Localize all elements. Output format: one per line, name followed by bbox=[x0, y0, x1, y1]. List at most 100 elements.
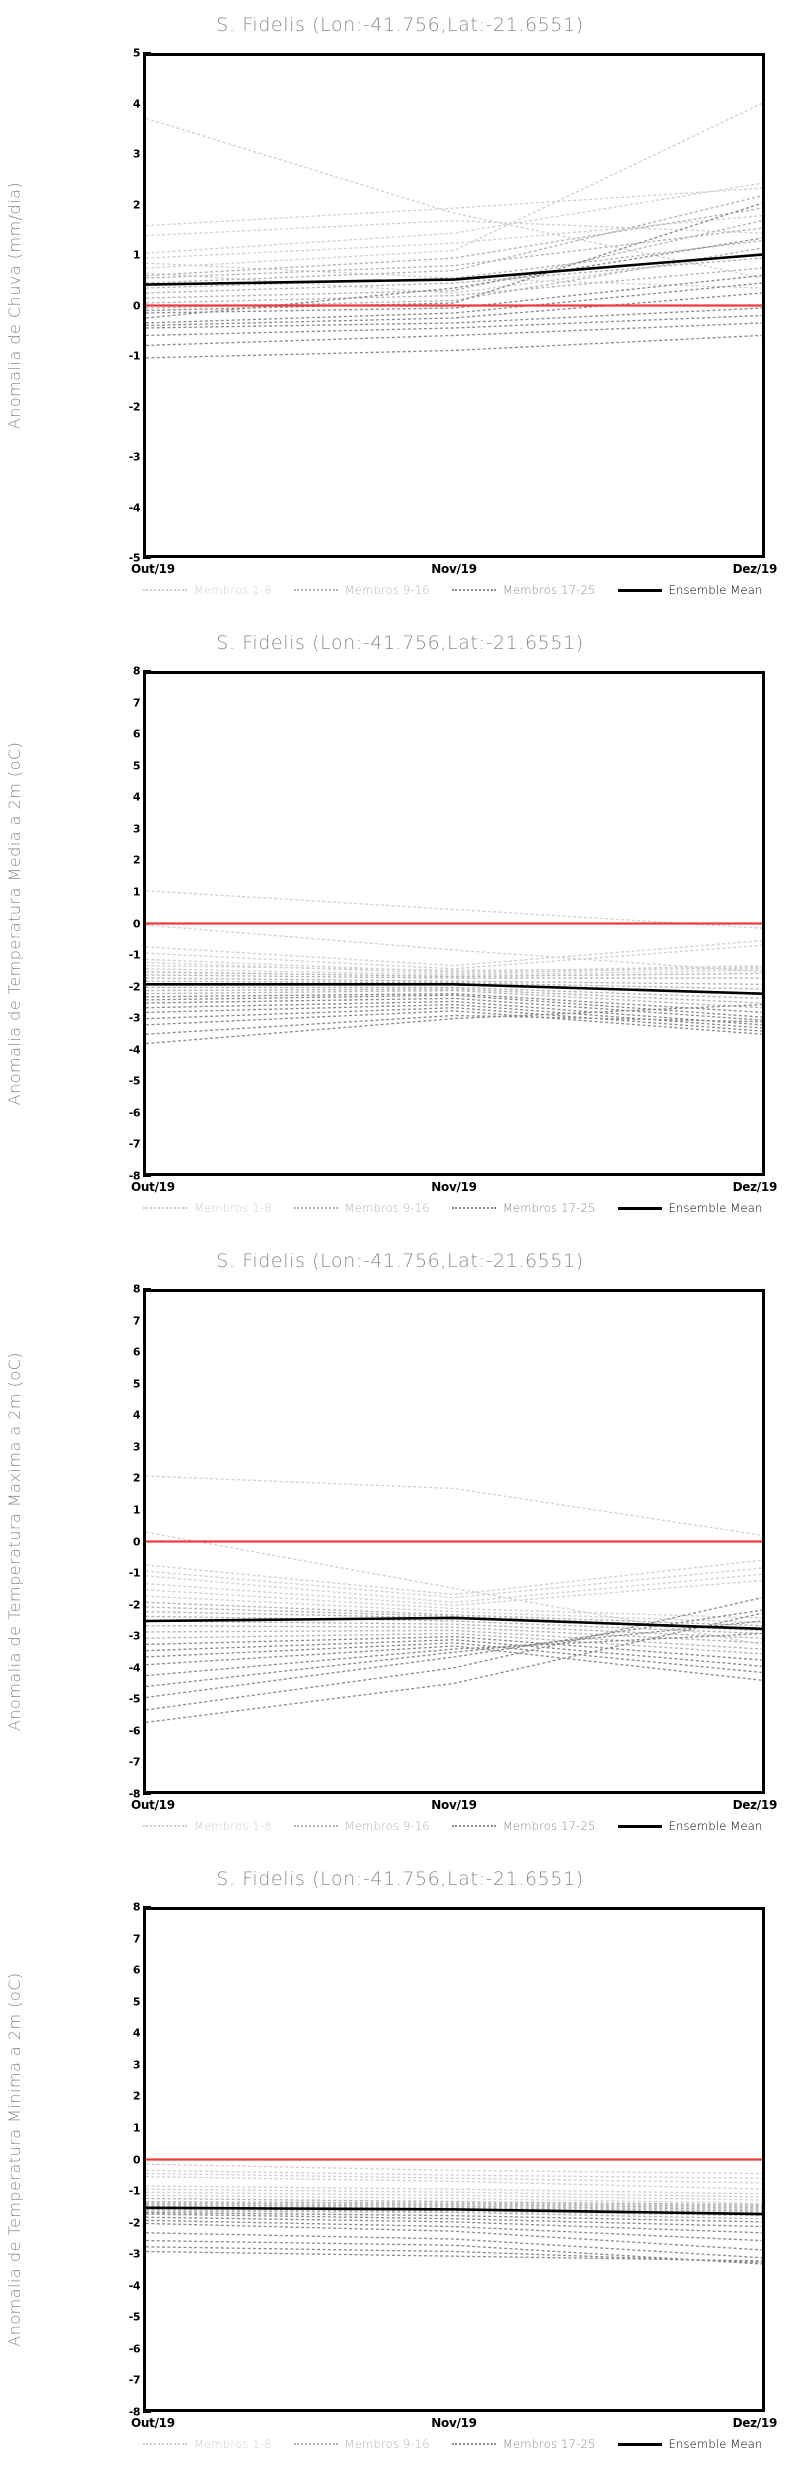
legend-ensemble-mean[interactable]: Ensemble Mean bbox=[617, 583, 763, 597]
legend-membros-1-8[interactable]: Membros 1-8 bbox=[143, 2437, 272, 2451]
legend-label: Membros 9-16 bbox=[344, 583, 430, 597]
legend-ensemble-mean[interactable]: Ensemble Mean bbox=[617, 1819, 763, 1833]
series-line bbox=[146, 980, 762, 990]
y-axis-tick-label: -3 bbox=[128, 2247, 141, 2261]
chart-panel-chuva: S. Fidelis (Lon:-41.756,Lat:-21.6551) Ano… bbox=[0, 0, 800, 618]
legend-swatch-dotted bbox=[451, 1825, 496, 1827]
series-line bbox=[146, 202, 762, 312]
y-axis-tick-label: -4 bbox=[128, 2279, 141, 2293]
legend-swatch-dotted bbox=[293, 2443, 338, 2445]
legend-ensemble-mean[interactable]: Ensemble Mean bbox=[617, 1201, 763, 1215]
legend-membros-1-8[interactable]: Membros 1-8 bbox=[143, 1201, 272, 1215]
x-axis-tick-label-end: Dez/19 bbox=[732, 1798, 778, 1812]
legend-swatch-dotted bbox=[293, 1207, 338, 1209]
y-axis-tick-label: 5 bbox=[132, 1377, 141, 1391]
y-axis-ticks: 8 7 6 5 4 3 2 1 0 -1 -2 -3 -4 -5 -6 -7 -8 bbox=[95, 665, 141, 1183]
y-axis-tick-label: -4 bbox=[128, 501, 141, 514]
plot-area[interactable] bbox=[143, 53, 765, 558]
y-axis-tick-label: -2 bbox=[128, 980, 141, 994]
plot-area[interactable] bbox=[143, 671, 765, 1176]
y-axis-tick-label: -2 bbox=[128, 400, 141, 413]
legend-membros-1-8[interactable]: Membros 1-8 bbox=[143, 1819, 272, 1833]
y-axis-tick-label: -2 bbox=[128, 1598, 141, 1612]
y-axis-tick-label: 2 bbox=[132, 198, 141, 211]
series-line bbox=[146, 195, 762, 284]
series-line bbox=[146, 1595, 762, 1624]
legend-membros-9-16[interactable]: Membros 9-16 bbox=[293, 2437, 430, 2451]
series-line bbox=[146, 102, 762, 269]
chart-legend: Membros 1-8 Membros 9-16 Membros 17-25 Ense… bbox=[143, 2436, 783, 2452]
legend-label: Membros 1-8 bbox=[194, 2437, 272, 2451]
legend-swatch-solid bbox=[617, 1206, 662, 1210]
y-axis-tick-label: 3 bbox=[132, 2058, 141, 2072]
series-line bbox=[146, 1601, 762, 1627]
legend-ensemble-mean[interactable]: Ensemble Mean bbox=[617, 2437, 763, 2451]
series-line bbox=[146, 2206, 762, 2216]
y-axis-tick-label: 3 bbox=[132, 1440, 141, 1454]
x-axis-ticks: Out/19 Nov/19 Dez/19 bbox=[131, 1180, 777, 1196]
series-line bbox=[146, 314, 762, 337]
series-line bbox=[146, 2239, 762, 2265]
series-line bbox=[146, 2246, 762, 2264]
legend-membros-17-25[interactable]: Membros 17-25 bbox=[451, 583, 596, 597]
legend-swatch-dotted bbox=[143, 1207, 187, 1209]
legend-membros-1-8[interactable]: Membros 1-8 bbox=[143, 583, 272, 597]
series-line bbox=[146, 961, 762, 975]
series-line bbox=[146, 2208, 762, 2217]
series-line bbox=[146, 1635, 762, 1661]
y-axis-tick-label: 1 bbox=[132, 885, 141, 899]
series-line bbox=[146, 1000, 762, 1026]
x-axis-tick-label-mid: Nov/19 bbox=[431, 1180, 477, 1194]
series-line bbox=[146, 2172, 762, 2184]
y-axis-tick-label: 2 bbox=[132, 853, 141, 867]
y-axis-tick-label: 4 bbox=[132, 1408, 141, 1422]
y-axis-tick-label: 2 bbox=[132, 1471, 141, 1485]
series-line bbox=[146, 1629, 762, 1650]
y-axis-label: Anomalia de Temperatura Minima a 2m (oC) bbox=[5, 1972, 24, 2347]
legend-swatch-dotted bbox=[451, 589, 496, 591]
series-line bbox=[146, 282, 762, 324]
legend-membros-9-16[interactable]: Membros 9-16 bbox=[293, 1819, 430, 1833]
plot-area[interactable] bbox=[143, 1907, 765, 2412]
x-axis-tick-label-mid: Nov/19 bbox=[431, 1798, 477, 1812]
legend-membros-17-25[interactable]: Membros 17-25 bbox=[451, 1819, 596, 1833]
chart-panel-tmax: S. Fidelis (Lon:-41.756,Lat:-21.6551) Ano… bbox=[0, 1236, 800, 1854]
series-line bbox=[146, 215, 762, 259]
series-line bbox=[146, 2213, 762, 2228]
legend-swatch-dotted bbox=[143, 2443, 187, 2445]
plot-canvas bbox=[146, 890, 762, 1045]
y-axis-label: Anomalia de Temperatura Media a 2m (oC) bbox=[5, 741, 24, 1106]
chart-panel-tmed: S. Fidelis (Lon:-41.756,Lat:-21.6551) Ano… bbox=[0, 618, 800, 1236]
series-line bbox=[146, 971, 762, 978]
legend-label: Ensemble Mean bbox=[668, 1819, 763, 1833]
series-line bbox=[146, 1003, 762, 1045]
legend-swatch-solid bbox=[617, 588, 662, 592]
series-line bbox=[146, 1567, 762, 1599]
series-line bbox=[146, 958, 762, 973]
y-axis-tick-label: 7 bbox=[132, 696, 141, 710]
series-line bbox=[146, 2194, 762, 2204]
series-line bbox=[146, 1010, 762, 1035]
series-line bbox=[146, 1475, 762, 1536]
legend-swatch-dotted bbox=[293, 589, 338, 591]
y-axis-tick-label: 3 bbox=[132, 822, 141, 836]
y-axis-tick-label: -7 bbox=[128, 2373, 141, 2387]
x-axis-tick-label-start: Out/19 bbox=[131, 2416, 175, 2430]
legend-membros-17-25[interactable]: Membros 17-25 bbox=[451, 2437, 596, 2451]
series-line bbox=[146, 968, 762, 976]
x-axis-ticks: Out/19 Nov/19 Dez/19 bbox=[131, 1798, 777, 1814]
x-axis-ticks: Out/19 Nov/19 Dez/19 bbox=[131, 2416, 777, 2432]
legend-membros-9-16[interactable]: Membros 9-16 bbox=[293, 583, 430, 597]
y-axis-tick-mark bbox=[143, 557, 151, 559]
y-axis-tick-label: 6 bbox=[132, 727, 141, 741]
series-line bbox=[146, 994, 762, 1018]
page-title: S. Fidelis (Lon:-41.756,Lat:-21.6551) bbox=[216, 1868, 584, 1890]
plot-area[interactable] bbox=[143, 1289, 765, 1794]
legend-membros-17-25[interactable]: Membros 17-25 bbox=[451, 1201, 596, 1215]
y-axis-tick-mark bbox=[143, 2411, 151, 2413]
page-title: S. Fidelis (Lon:-41.756,Lat:-21.6551) bbox=[216, 1250, 584, 1272]
legend-label: Ensemble Mean bbox=[668, 1201, 763, 1215]
y-axis-tick-label: -4 bbox=[128, 1043, 141, 1057]
y-axis-tick-label: -4 bbox=[128, 1661, 141, 1675]
legend-membros-9-16[interactable]: Membros 9-16 bbox=[293, 1201, 430, 1215]
